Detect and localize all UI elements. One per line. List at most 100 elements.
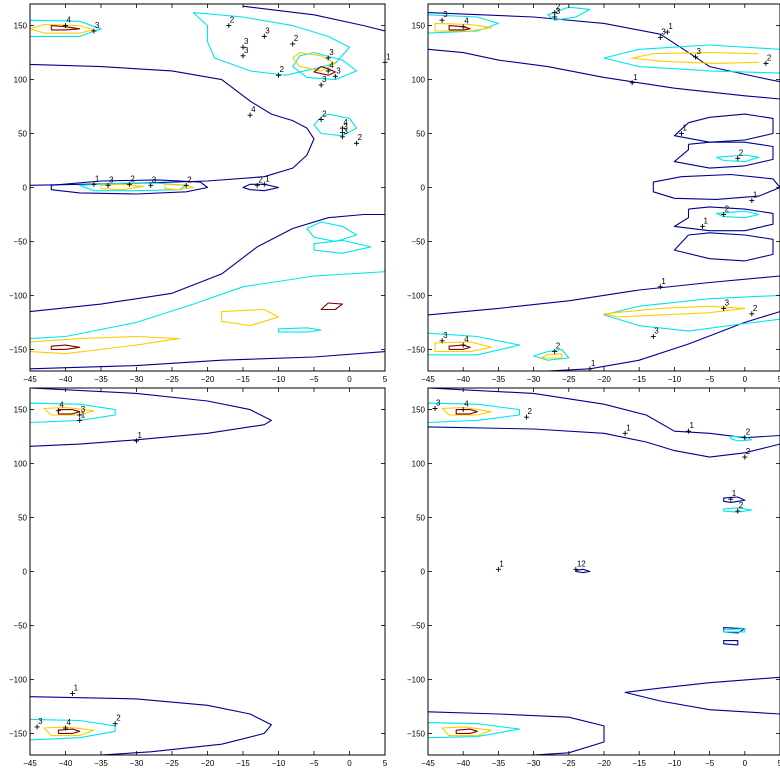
contour-level-2-line	[30, 271, 385, 340]
x-tick-label: −20	[597, 375, 611, 384]
contour-level-1-line	[30, 351, 385, 370]
contour-level-3-line	[30, 335, 180, 355]
contour-level-2-line	[716, 154, 760, 163]
x-tick-label: −10	[272, 375, 286, 384]
contour-label-marker	[460, 24, 466, 30]
y-tick-label: 150	[412, 406, 426, 415]
contour-label-marker	[148, 182, 154, 188]
contour-level-2-line	[723, 507, 753, 513]
contour-label-text: 2	[739, 501, 744, 510]
y-axis: −150 −100 −50 0 50 100 150	[407, 406, 780, 738]
x-tick-label: −40	[456, 375, 470, 384]
contour-label-text: 2	[322, 109, 327, 118]
y-tick-label: −100	[9, 675, 28, 684]
contour-label-text: 1	[661, 277, 666, 286]
contour-lines	[30, 388, 272, 755]
contour-label-text: 3	[152, 175, 157, 184]
x-tick-label: −45	[23, 759, 37, 768]
contour-label-marker	[622, 430, 628, 436]
contour-level-3-line	[30, 23, 95, 34]
contour-level-1-line	[428, 12, 780, 83]
contour-label-text: 3	[725, 298, 730, 307]
contour-lines	[428, 6, 780, 371]
contour-level-2-line	[79, 182, 187, 192]
y-tick-label: 150	[14, 22, 28, 31]
contour-label-marker	[439, 17, 445, 23]
contour-level-2-line	[30, 718, 116, 741]
contour-level-2-line	[603, 44, 780, 74]
contour-label-marker	[693, 54, 699, 60]
y-tick-label: −50	[13, 621, 27, 630]
contour-level-3-line	[43, 406, 95, 416]
contour-label-marker	[183, 182, 189, 188]
x-tick-label: −10	[668, 375, 682, 384]
contour-label-text: 2	[187, 175, 192, 184]
x-tick-label: −20	[201, 375, 215, 384]
contour-level-2-line	[277, 327, 322, 333]
x-axis: −45 −40 −35 −30 −25 −20 −15 −10 −5 0 5	[421, 4, 780, 384]
axes-frame	[427, 3, 780, 372]
contour-label-text: 2	[746, 428, 751, 437]
x-tick-label: −25	[165, 759, 179, 768]
contour-label-text: 2	[556, 3, 561, 12]
contour-level-4-line	[313, 66, 336, 76]
y-tick-label: 100	[412, 460, 426, 469]
contour-label-marker	[742, 454, 748, 460]
contour-level-1-line	[50, 179, 209, 195]
x-tick-label: −25	[165, 375, 179, 384]
x-tick-label: 0	[347, 759, 352, 768]
contour-label-marker	[325, 68, 331, 74]
contour-label-marker	[735, 155, 741, 161]
contour-level-4-line	[455, 728, 478, 734]
axes-frame	[427, 387, 780, 756]
contour-label-text: 4	[464, 400, 469, 409]
contour-level-4-line	[57, 728, 81, 734]
contour-label-marker	[77, 417, 83, 423]
contour-label-text: 1	[626, 423, 631, 432]
y-tick-label: 100	[14, 76, 28, 85]
contour-label-marker	[91, 28, 97, 34]
y-tick-label: −150	[9, 729, 28, 738]
x-tick-label: −30	[527, 759, 541, 768]
contour-level-3-line	[540, 353, 563, 359]
y-tick-label: 0	[421, 184, 426, 193]
contour-label-text: 2	[556, 342, 561, 351]
contour-label-text: 4	[59, 401, 64, 410]
contour-label-text: 1	[499, 559, 504, 568]
x-tick-label: −40	[59, 759, 73, 768]
contour-label-marker	[763, 60, 769, 66]
contour-label-marker	[460, 407, 466, 413]
contour-label-marker	[749, 311, 755, 317]
contour-label-marker	[325, 55, 331, 61]
x-tick-label: −20	[201, 759, 215, 768]
x-tick-label: −35	[94, 375, 108, 384]
x-tick-label: −5	[705, 375, 715, 384]
contour-label-text: 1	[689, 421, 694, 430]
contour-level-2-line	[730, 436, 753, 442]
x-tick-label: −15	[632, 375, 646, 384]
x-tick-label: 5	[383, 375, 388, 384]
x-tick-label: −35	[492, 375, 506, 384]
contour-level-2-line	[306, 221, 358, 243]
y-tick-label: −150	[407, 345, 426, 354]
axes-frame	[29, 387, 386, 756]
contour-label-marker	[332, 73, 338, 79]
contour-level-2-line	[192, 12, 351, 76]
contour-label-marker	[91, 181, 97, 187]
x-tick-label: −5	[309, 759, 319, 768]
contour-label-marker	[657, 34, 663, 40]
y-tick-label: −50	[411, 237, 425, 246]
contour-level-2-line	[30, 19, 102, 37]
contour-label-marker	[318, 116, 324, 122]
contour-label-marker	[678, 131, 684, 137]
contour-label-text: 3	[654, 326, 659, 335]
y-tick-label: 50	[416, 130, 425, 139]
contour-label-marker	[126, 181, 132, 187]
contour-level-3-line	[292, 52, 336, 72]
